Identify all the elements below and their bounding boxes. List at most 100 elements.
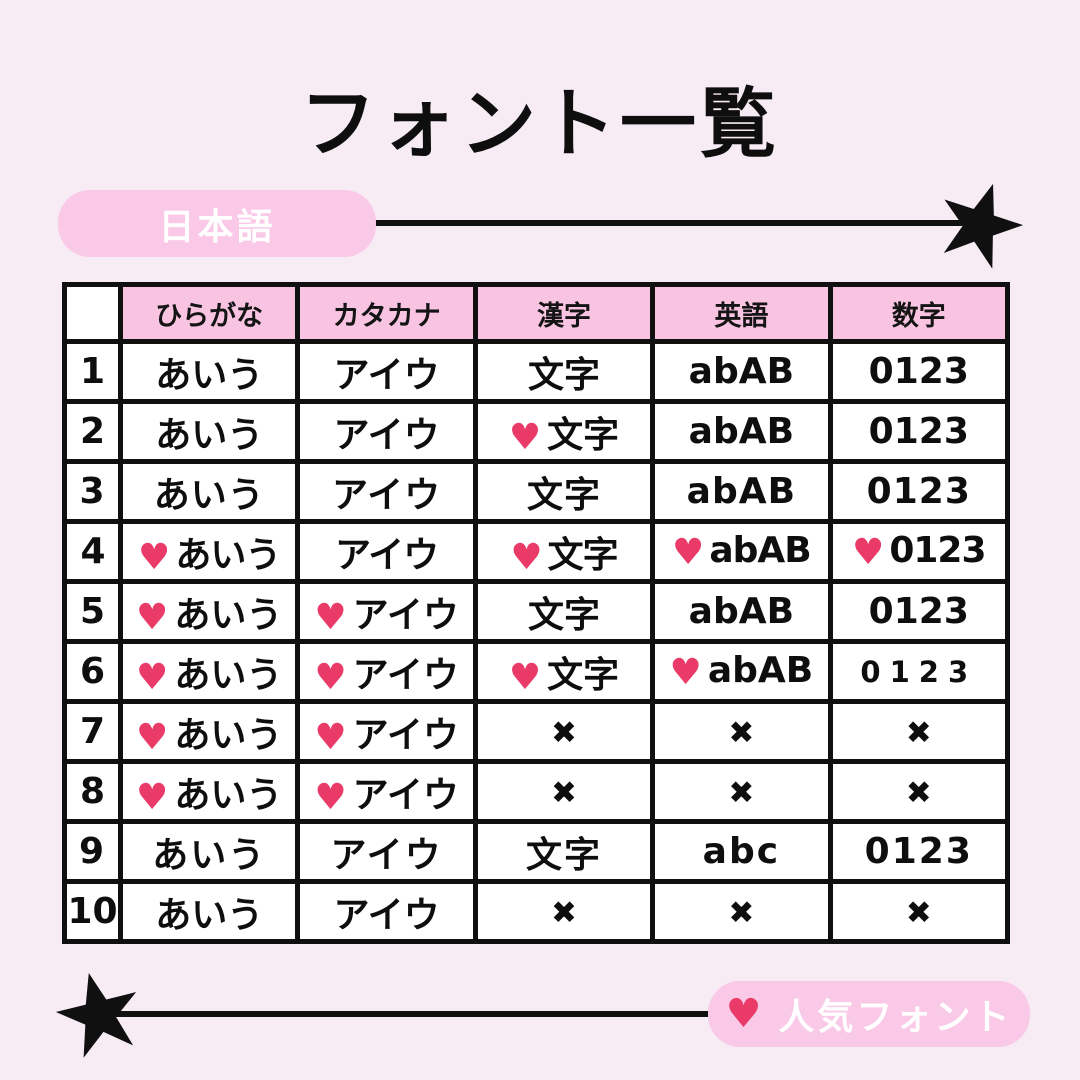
table-row: 8 ♥ あいう ♥ アイウ ✖ ✖ ✖: [62, 759, 1011, 824]
table-cell: ♥0123: [827, 519, 1011, 584]
table-row: 6 ♥あいう ♥アイウ ♥文字 ♥abAB ♥0123: [62, 639, 1011, 704]
cell-text: 文字: [526, 474, 601, 516]
table-cell: ♥文字: [472, 579, 656, 644]
table-cell: ♥abc: [650, 819, 833, 884]
cell-text: あいう: [174, 774, 283, 816]
row-number: 9: [62, 819, 123, 884]
cell-text: 文字: [547, 654, 620, 696]
cell-text: 0123: [889, 530, 986, 571]
cell-text: abAB: [688, 591, 795, 632]
cell-text: 0123: [868, 351, 969, 392]
cell-text: abAB: [688, 411, 795, 452]
cell-text: アイウ: [330, 834, 443, 876]
table-cell: ♥abAB: [650, 639, 833, 704]
table-cell: ♥文字: [472, 819, 656, 884]
row-number: 8: [62, 759, 123, 824]
table-cell: ♥アイウ: [295, 699, 478, 764]
x-mark-icon: ✖: [728, 775, 755, 811]
heart-icon: ♥: [508, 656, 542, 698]
table-cell: ♥abAB: [650, 399, 833, 464]
header-corner-cell: [62, 282, 123, 344]
cell-text: アイウ: [333, 414, 440, 456]
table-row: 4 ♥あいう ♥アイウ ♥文字 ♥abAB ♥0123: [62, 519, 1011, 584]
legend-popular-font: ♥ 人気フォント: [708, 981, 1030, 1047]
header-katakana: カタカナ: [295, 282, 478, 344]
legend-text: 人気フォント: [778, 997, 1013, 1038]
table-header-row: ひらがな カタカナ 漢字 英語 数字: [62, 282, 1011, 344]
x-mark-icon: ✖: [550, 895, 577, 931]
row-number: 6: [62, 639, 123, 704]
cell-text: abAB: [686, 471, 797, 512]
cell-text: 文字: [547, 534, 619, 576]
table-cell: ♥アイウ: [295, 459, 478, 524]
table-row: 2 ♥あいう ♥アイウ ♥文字 ♥abAB ♥0123: [62, 399, 1011, 464]
table-cell: ♥あいう: [117, 459, 301, 524]
cell-text: 文字: [527, 354, 600, 396]
cell-text: あいう: [153, 474, 265, 516]
table-cell: ✖: [472, 699, 656, 764]
header-kanji: 漢字: [472, 282, 656, 344]
heart-icon: ♥: [725, 991, 765, 1037]
table-cell: ♥あいう: [117, 759, 301, 824]
table-cell: ♥アイウ: [295, 399, 478, 464]
table-cell: ♥あいう: [117, 579, 301, 644]
table-cell: ♥0123: [827, 459, 1011, 524]
table-cell: ♥アイウ: [295, 639, 478, 704]
cell-text: 文字: [547, 414, 620, 456]
table-cell: ♥アイウ: [295, 759, 478, 824]
table-row: 9 ♥あいう ♥アイウ ♥文字 ♥abc ♥0123: [62, 819, 1011, 884]
cell-text: アイウ: [352, 774, 459, 816]
table-row: 1 ♥あいう ♥アイウ ♥文字 ♥abAB ♥0123: [62, 339, 1011, 404]
row-number: 7: [62, 699, 123, 764]
table-cell: ♥abAB: [650, 339, 833, 404]
cell-text: あいう: [174, 654, 283, 696]
cell-text: あいう: [155, 414, 264, 456]
heart-icon: ♥: [136, 716, 169, 758]
table-cell: ♥あいう: [117, 879, 301, 944]
table-cell: ♥abAB: [650, 459, 833, 524]
cell-text: 0123: [868, 591, 969, 632]
table-cell: ♥0123: [827, 339, 1011, 404]
table-row: 7 ♥ あいう ♥ アイウ ✖ ✖ ✖: [62, 699, 1011, 764]
heart-icon: ♥: [314, 776, 347, 818]
table-row: 5 ♥あいう ♥アイウ ♥文字 ♥abAB ♥0123: [62, 579, 1011, 644]
cell-text: アイウ: [352, 594, 459, 636]
heart-icon: ♥: [672, 532, 704, 573]
row-number: 2: [62, 399, 123, 464]
section-label-text: 日本語: [158, 206, 276, 248]
table-row: 10 ♥あいう ♥アイウ ✖ ✖ ✖: [62, 879, 1011, 944]
table-cell: ♥あいう: [117, 639, 301, 704]
cell-text: あいう: [155, 894, 264, 936]
cell-text: アイウ: [352, 654, 459, 696]
table-cell: ♥0123: [827, 819, 1011, 884]
cell-text: 0123: [866, 471, 971, 512]
top-divider-line: [366, 220, 974, 226]
cell-text: アイウ: [333, 894, 440, 936]
heart-icon: ♥: [314, 716, 347, 758]
table-cell: ✖: [472, 759, 656, 824]
table-cell: ✖: [650, 699, 833, 764]
header-english: 英語: [650, 282, 833, 344]
cell-text: あいう: [175, 534, 281, 576]
table-cell: ♥アイウ: [295, 519, 478, 584]
x-mark-icon: ✖: [905, 895, 932, 931]
table-cell: ♥文字: [472, 339, 656, 404]
header-hiragana: ひらがな: [117, 282, 301, 344]
section-label-japanese: 日本語: [58, 190, 376, 257]
table-cell: ♥文字: [472, 519, 656, 584]
x-mark-icon: ✖: [905, 715, 932, 751]
table-cell: ♥あいう: [117, 699, 301, 764]
cell-text: あいう: [152, 834, 267, 876]
row-number: 3: [62, 459, 123, 524]
table-cell: ♥アイウ: [295, 879, 478, 944]
table-cell: ✖: [827, 879, 1011, 944]
star-icon: [925, 169, 1036, 280]
x-mark-icon: ✖: [905, 775, 932, 811]
table-cell: ♥文字: [472, 639, 656, 704]
x-mark-icon: ✖: [728, 715, 755, 751]
cell-text: アイウ: [334, 534, 439, 576]
cell-text: 文字: [525, 834, 602, 876]
star-icon: [46, 961, 153, 1068]
page-title: フォント一覧: [300, 79, 780, 168]
